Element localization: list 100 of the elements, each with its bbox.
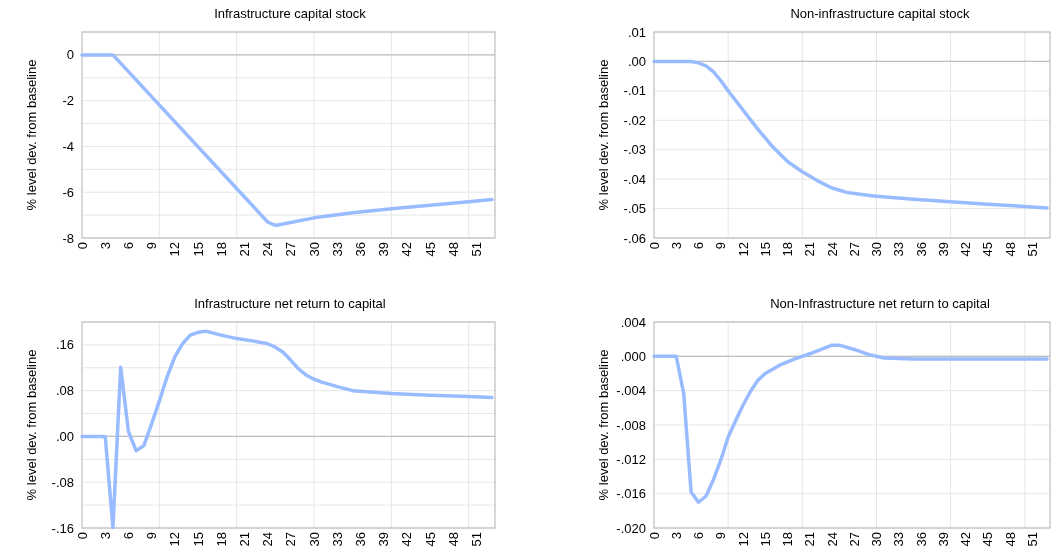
x-tick-label: 42: [958, 242, 974, 257]
x-tick-label: 0: [646, 532, 662, 540]
x-tick-label: 33: [891, 532, 907, 547]
y-axis-title: % level dev. from baseline: [24, 59, 39, 211]
y-tick-label: -.06: [623, 230, 646, 246]
y-axis-title: % level dev. from baseline: [596, 349, 611, 501]
y-tick-label: .000: [620, 348, 646, 364]
line-series: [652, 59, 1049, 210]
x-tick-label: 51: [1024, 242, 1040, 257]
x-tick-label: 33: [329, 532, 345, 547]
x-tick-label: 24: [824, 532, 840, 547]
x-tick-label: 48: [1002, 242, 1018, 257]
chart-title: Infrastructure capital stock: [214, 6, 367, 21]
x-tick-label: 36: [913, 242, 929, 257]
chart-title: Infrastructure net return to capital: [194, 296, 386, 311]
y-axis-title: % level dev. from baseline: [596, 59, 611, 211]
x-tick-label: 51: [468, 242, 484, 257]
x-tick-label: 18: [780, 242, 796, 257]
y-tick-label: -.004: [616, 383, 646, 399]
y-tick-label: 0: [66, 47, 74, 63]
x-tick-label: 15: [190, 532, 206, 547]
y-tick-label: -.020: [616, 520, 646, 536]
x-tick-label: 9: [144, 242, 160, 250]
y-tick-label: -8: [62, 230, 74, 246]
x-tick-label: 51: [468, 532, 484, 547]
line-series: [80, 329, 494, 530]
y-tick-label: -.08: [51, 474, 74, 490]
x-tick-label: 27: [846, 532, 862, 547]
x-tick-label: 42: [399, 532, 415, 547]
x-tick-label: 6: [691, 242, 707, 250]
x-tick-label: 36: [352, 532, 368, 547]
x-tick-label: 45: [980, 242, 996, 257]
line-series: [80, 53, 494, 228]
y-tick-label: -.16: [51, 520, 74, 536]
x-tick-label: 33: [329, 242, 345, 257]
x-tick-label: 21: [802, 242, 818, 257]
x-tick-label: 33: [891, 242, 907, 257]
y-axis-title: % level dev. from baseline: [24, 349, 39, 501]
x-tick-label: 45: [980, 532, 996, 547]
y-tick-label: -6: [62, 184, 74, 200]
x-tick-label: 45: [422, 532, 438, 547]
x-tick-label: 3: [668, 242, 684, 250]
y-tick-label: .16: [55, 337, 74, 353]
x-tick-label: 9: [713, 532, 729, 540]
y-tick-label: .004: [620, 314, 646, 330]
x-tick-label: 30: [306, 242, 322, 257]
y-tick-label: .00: [627, 53, 646, 69]
x-tick-label: 48: [1002, 532, 1018, 547]
x-tick-label: 6: [691, 532, 707, 540]
x-tick-label: 30: [306, 532, 322, 547]
x-tick-label: 48: [445, 242, 461, 257]
y-tick-label: -.02: [623, 112, 646, 128]
y-tick-label: .01: [627, 24, 646, 40]
x-tick-label: 12: [735, 242, 751, 257]
x-tick-label: 15: [190, 242, 206, 257]
x-tick-label: 0: [74, 532, 90, 540]
x-tick-label: 6: [120, 532, 136, 540]
x-tick-label: 42: [399, 242, 415, 257]
y-tick-label: -.05: [623, 201, 646, 217]
x-tick-label: 12: [167, 532, 183, 547]
y-tick-label: -2: [62, 93, 74, 109]
y-tick-label: -.008: [616, 417, 646, 433]
x-tick-label: 3: [97, 532, 113, 540]
x-tick-label: 30: [869, 532, 885, 547]
x-tick-label: 18: [780, 532, 796, 547]
y-tick-label: .08: [55, 383, 74, 399]
x-tick-label: 3: [97, 242, 113, 250]
y-tick-label: -.04: [623, 171, 646, 187]
x-tick-label: 0: [646, 242, 662, 250]
x-tick-label: 18: [213, 532, 229, 547]
x-tick-label: 21: [802, 532, 818, 547]
x-tick-label: 51: [1024, 532, 1040, 547]
x-tick-label: 21: [236, 532, 252, 547]
y-tick-label: -.03: [623, 142, 646, 158]
y-tick-label: -.012: [616, 451, 646, 467]
x-tick-label: 39: [935, 242, 951, 257]
x-tick-label: 42: [958, 532, 974, 547]
chart-title: Non-infrastructure capital stock: [790, 6, 971, 21]
x-tick-label: 24: [824, 242, 840, 257]
y-tick-label: -4: [62, 138, 74, 154]
x-tick-label: 39: [376, 532, 392, 547]
x-tick-label: 48: [445, 532, 461, 547]
y-tick-label: .00: [55, 428, 74, 444]
x-tick-label: 36: [913, 532, 929, 547]
x-tick-label: 30: [869, 242, 885, 257]
x-tick-label: 27: [846, 242, 862, 257]
x-tick-label: 21: [236, 242, 252, 257]
x-tick-label: 3: [668, 532, 684, 540]
x-tick-label: 12: [167, 242, 183, 257]
line-series: [652, 343, 1049, 504]
x-tick-label: 45: [422, 242, 438, 257]
y-tick-label: -.01: [623, 83, 646, 99]
y-tick-label: -.016: [616, 486, 646, 502]
x-tick-label: 15: [757, 532, 773, 547]
x-tick-label: 18: [213, 242, 229, 257]
x-tick-label: 36: [352, 242, 368, 257]
x-tick-label: 24: [260, 242, 276, 257]
x-tick-label: 0: [74, 242, 90, 250]
chart-title: Non-Infrastructure net return to capital: [770, 296, 990, 311]
x-tick-label: 9: [713, 242, 729, 250]
